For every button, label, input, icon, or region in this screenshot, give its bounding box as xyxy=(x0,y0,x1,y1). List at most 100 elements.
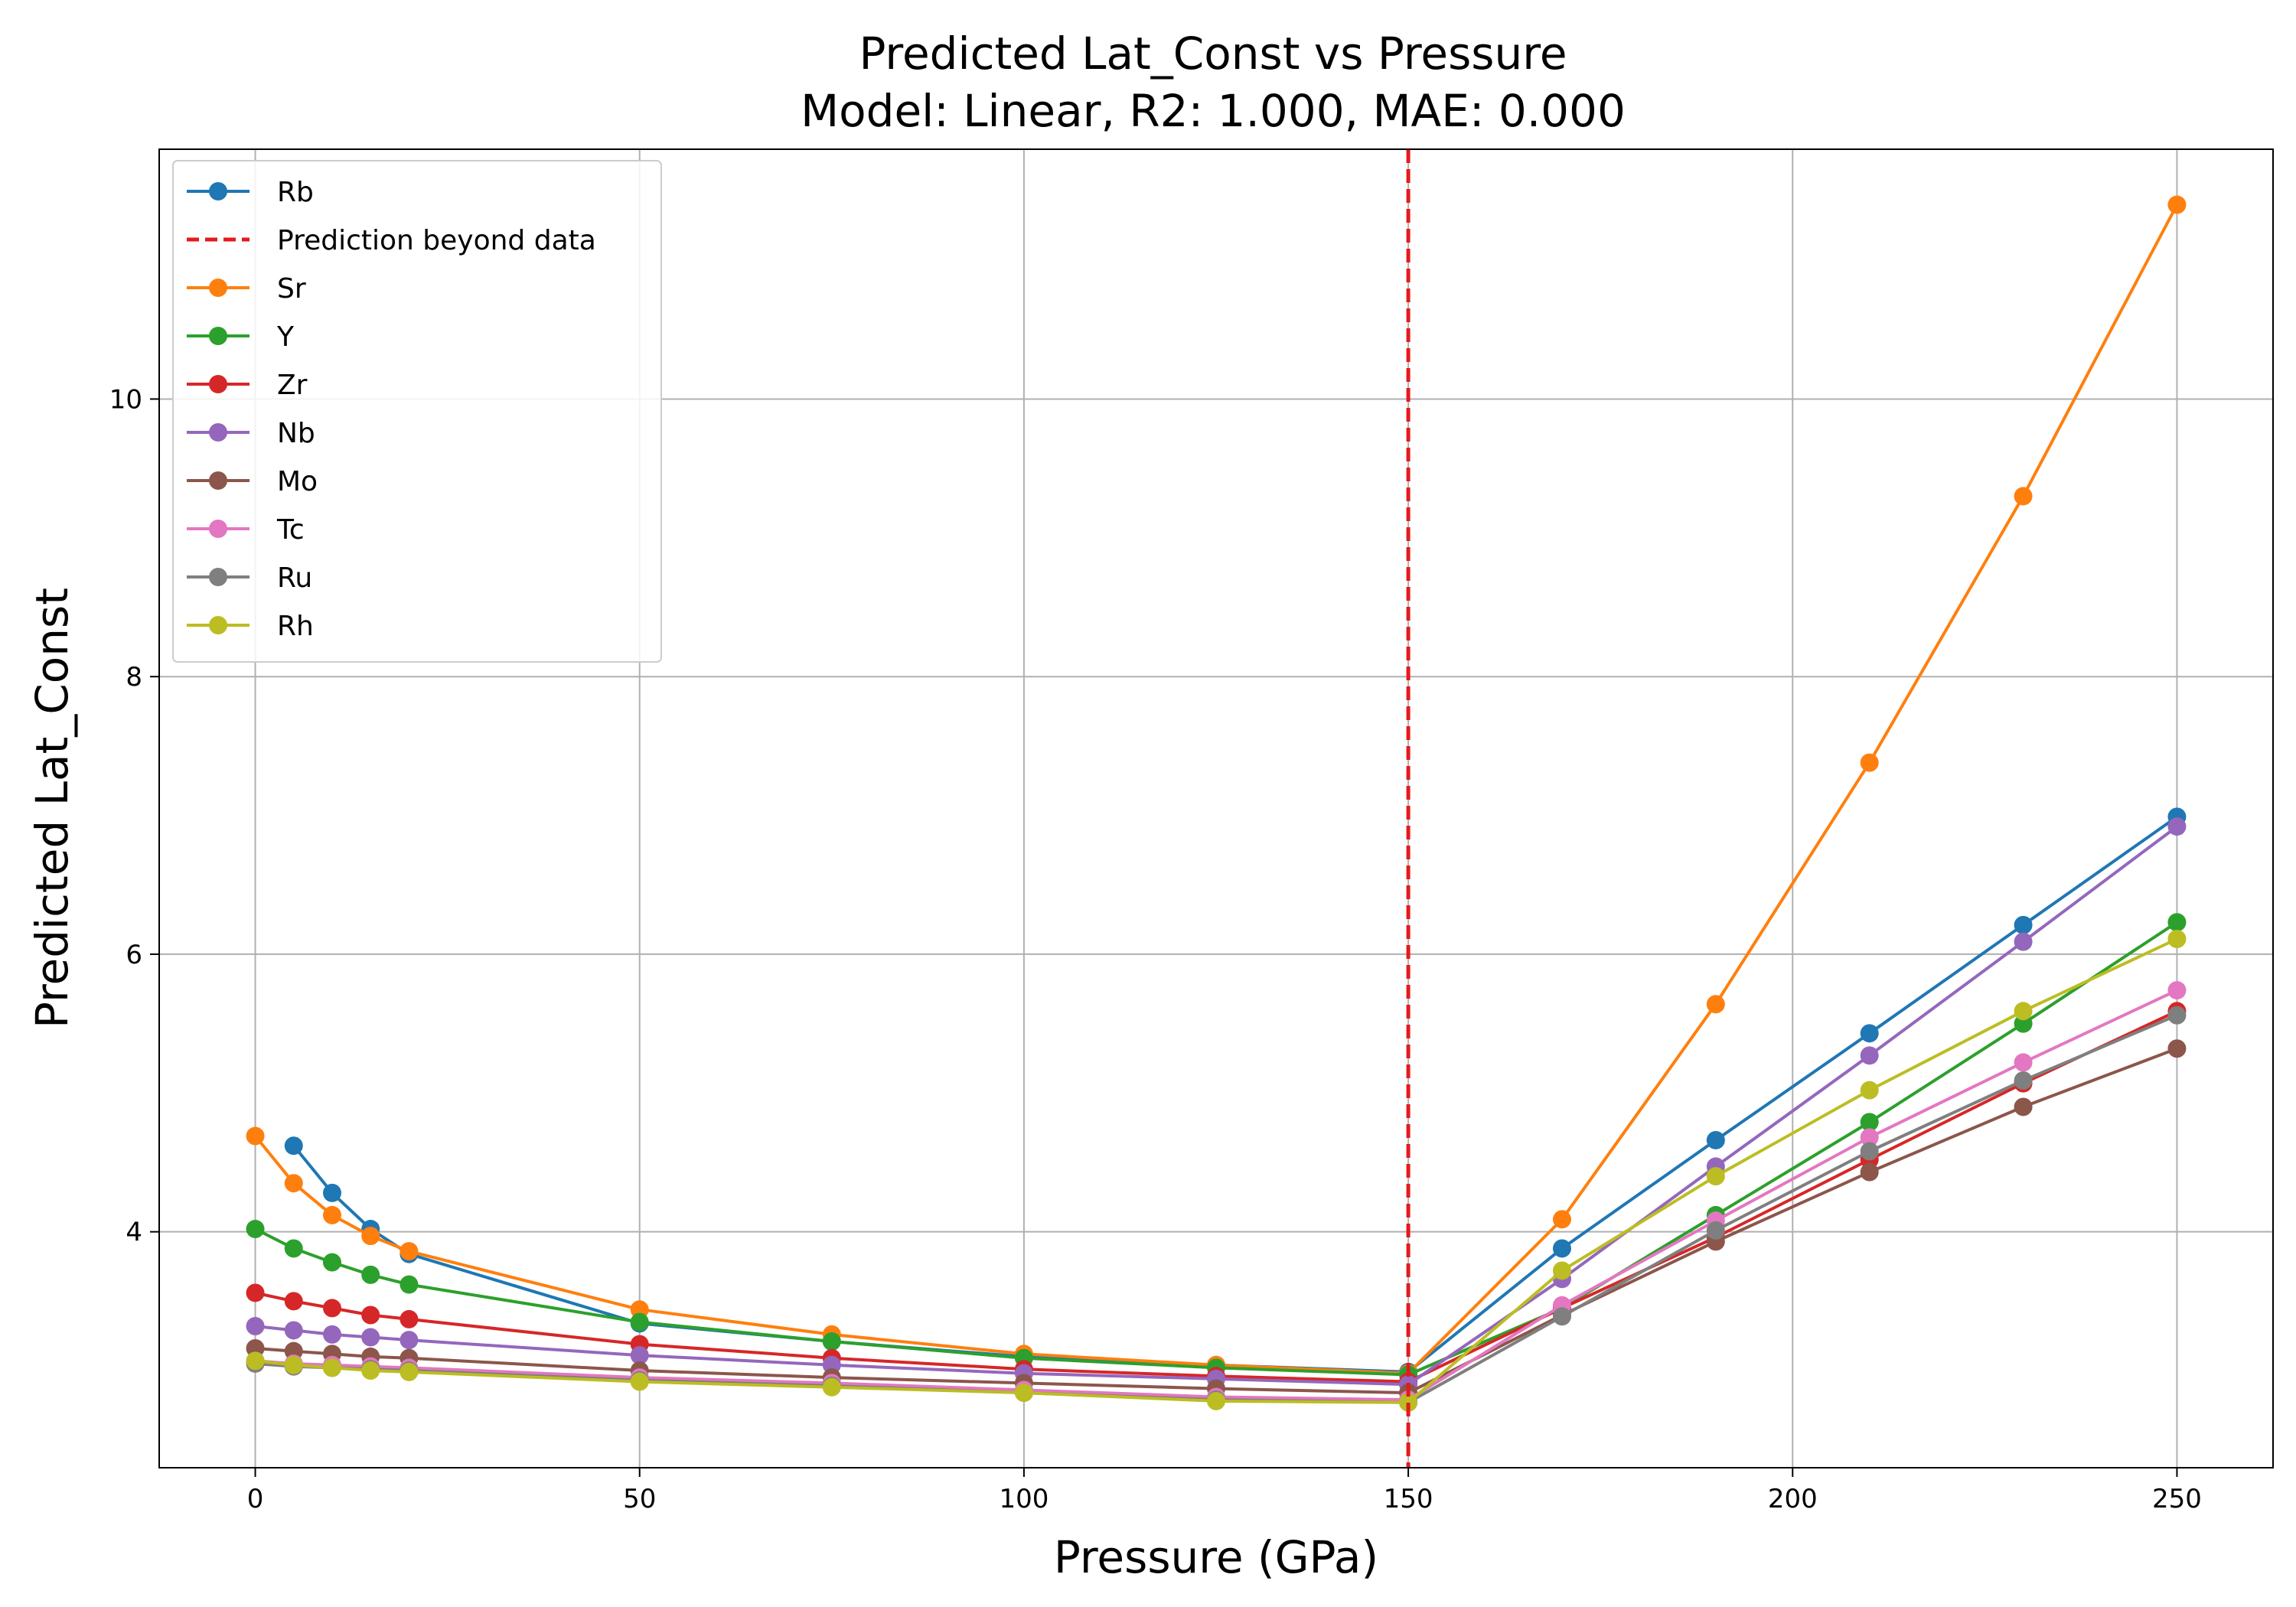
data-point xyxy=(246,1351,265,1371)
data-point xyxy=(284,1239,303,1258)
data-point xyxy=(1706,1167,1725,1186)
data-point xyxy=(2167,913,2187,932)
legend-marker xyxy=(209,520,227,538)
legend-marker xyxy=(209,471,227,490)
legend-item: Sr xyxy=(187,273,306,305)
data-point xyxy=(361,1361,380,1380)
data-point xyxy=(822,1377,841,1397)
data-point xyxy=(400,1362,419,1381)
data-point xyxy=(1706,1130,1725,1149)
chart-subtitle: Model: Linear, R2: 1.000, MAE: 0.000 xyxy=(801,85,1626,137)
data-point xyxy=(1014,1384,1033,1403)
legend-item: Nb xyxy=(187,418,315,449)
data-point xyxy=(322,1183,341,1202)
legend-marker xyxy=(209,182,227,200)
y-tick-label: 6 xyxy=(126,940,142,970)
data-point xyxy=(1706,995,1725,1014)
x-tick-label: 250 xyxy=(2152,1484,2202,1514)
legend-marker xyxy=(209,616,227,634)
data-point xyxy=(1207,1391,1225,1410)
y-tick-label: 4 xyxy=(126,1217,142,1248)
data-point xyxy=(361,1227,380,1246)
data-point xyxy=(1552,1210,1571,1229)
legend-item: Y xyxy=(187,321,295,353)
legend-item: Rh xyxy=(187,611,314,642)
data-point xyxy=(322,1253,341,1272)
data-point xyxy=(1860,1128,1879,1147)
data-point xyxy=(246,1283,265,1302)
x-axis-ticks: 0 50 100 150 200 250 xyxy=(247,1468,2202,1514)
legend-label: Zr xyxy=(277,370,308,401)
x-axis-label: Pressure (GPa) xyxy=(1054,1531,1378,1583)
data-point xyxy=(284,1292,303,1311)
legend-label: Mo xyxy=(277,466,318,497)
data-point xyxy=(2014,1053,2033,1072)
data-point xyxy=(1552,1239,1571,1258)
data-point xyxy=(2167,929,2187,948)
data-point xyxy=(322,1358,341,1377)
data-point xyxy=(246,1317,265,1336)
y-tick-label: 8 xyxy=(126,662,142,693)
legend-marker xyxy=(209,375,227,393)
data-point xyxy=(2167,981,2187,1000)
data-point xyxy=(400,1275,419,1294)
legend-label: Sr xyxy=(277,273,306,305)
data-point xyxy=(2014,915,2033,934)
y-axis-label: Predicted Lat_Const xyxy=(26,588,78,1028)
legend-item: Prediction beyond data xyxy=(187,225,596,256)
legend-box xyxy=(172,160,662,663)
data-point xyxy=(2167,1039,2187,1058)
data-point xyxy=(1860,1046,1879,1065)
data-point xyxy=(1706,1221,1725,1240)
data-point xyxy=(400,1309,419,1328)
data-point xyxy=(284,1136,303,1156)
data-point xyxy=(2014,932,2033,951)
legend: Rb Prediction beyond data Sr Y Zr Nb Mo Tc Ru Rh xyxy=(172,160,662,663)
legend-label: Ru xyxy=(277,562,312,594)
data-point xyxy=(630,1372,649,1391)
data-point xyxy=(361,1265,380,1284)
data-point xyxy=(630,1312,649,1332)
data-point xyxy=(361,1328,380,1347)
data-point xyxy=(246,1126,265,1146)
x-tick-label: 100 xyxy=(999,1484,1049,1514)
data-point xyxy=(2014,487,2033,506)
data-point xyxy=(2167,817,2187,836)
data-point xyxy=(2167,1006,2187,1025)
legend-marker xyxy=(209,327,227,345)
data-point xyxy=(361,1305,380,1325)
x-tick-label: 200 xyxy=(1768,1484,1818,1514)
data-point xyxy=(1399,1393,1418,1412)
series-y xyxy=(246,913,2187,1384)
legend-label: Tc xyxy=(276,514,305,546)
data-point xyxy=(2014,1002,2033,1021)
data-point xyxy=(2014,1097,2033,1116)
data-point xyxy=(284,1174,303,1193)
data-point xyxy=(322,1205,341,1224)
y-axis-ticks: 4 6 8 10 xyxy=(109,384,159,1248)
y-tick-label: 10 xyxy=(109,384,142,415)
data-point xyxy=(284,1355,303,1374)
legend-label: Rh xyxy=(277,611,314,642)
legend-marker xyxy=(209,423,227,442)
data-point xyxy=(400,1242,419,1261)
data-point xyxy=(630,1346,649,1365)
data-point xyxy=(322,1299,341,1318)
plot-frame xyxy=(158,148,2274,1468)
data-point xyxy=(284,1321,303,1340)
data-point xyxy=(2014,1071,2033,1090)
data-point xyxy=(1860,1162,1879,1182)
legend-marker xyxy=(209,568,227,586)
legend-item: Zr xyxy=(187,370,308,401)
data-point xyxy=(2167,195,2187,214)
x-tick-label: 150 xyxy=(1384,1484,1433,1514)
x-tick-label: 0 xyxy=(247,1484,264,1514)
x-tick-label: 50 xyxy=(623,1484,656,1514)
series-layer xyxy=(246,195,2187,1412)
legend-item: Ru xyxy=(187,562,312,594)
legend-marker xyxy=(209,279,227,297)
chart-title: Predicted Lat_Const vs Pressure xyxy=(859,28,1567,80)
legend-label: Prediction beyond data xyxy=(277,225,596,256)
data-point xyxy=(1860,1024,1879,1043)
